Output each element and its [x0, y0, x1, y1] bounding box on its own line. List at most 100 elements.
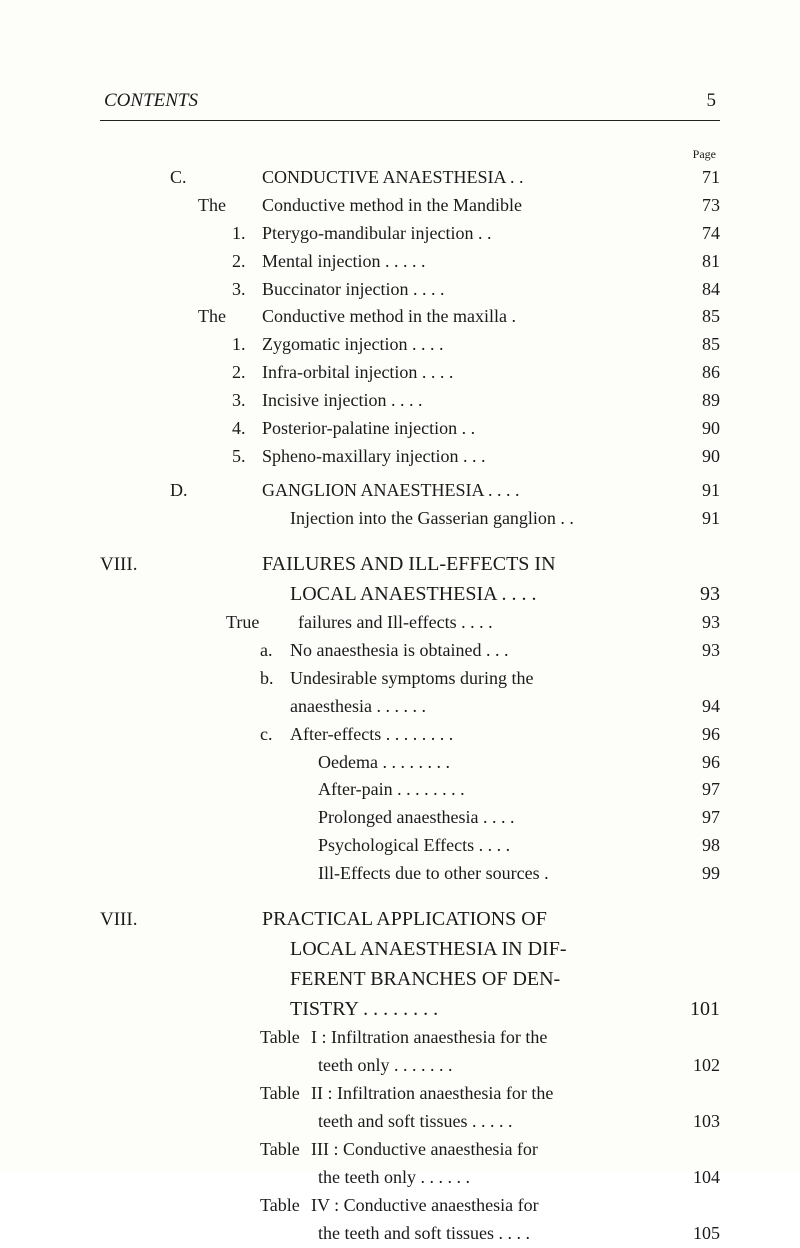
toc-entry: 3.Incisive injection . . . .89 [100, 387, 720, 415]
running-head-left: CONTENTS [104, 90, 198, 112]
spacer [100, 533, 720, 549]
entry-text: the teeth and soft tissues . . . . [318, 1220, 680, 1248]
toc-entry: LOCAL ANAESTHESIA . . . .93 [100, 579, 720, 609]
toc-entry: 1.Pterygo-mandibular injection . .74 [100, 220, 720, 248]
toc-entry: 2.Infra-orbital injection . . . .86 [100, 359, 720, 387]
toc-entry: Truefailures and Ill-effects . . . .93 [100, 609, 720, 637]
entry-text: Posterior-palatine injection . . [262, 415, 680, 443]
roman-numeral: VIII. [100, 906, 170, 935]
indent-label: 2. [232, 359, 262, 387]
page-number: 74 [680, 220, 720, 248]
page-number: 105 [680, 1220, 720, 1248]
toc-entry: the teeth and soft tissues . . . .105 [100, 1220, 720, 1248]
page-number: 90 [680, 415, 720, 443]
toc-entry: TheConductive method in the Mandible73 [100, 192, 720, 220]
page-number: 97 [680, 776, 720, 804]
toc-entry: 5.Spheno-maxillary injection . . .90 [100, 443, 720, 471]
toc-entry: After-pain . . . . . . . .97 [100, 776, 720, 804]
page-number: 98 [680, 832, 720, 860]
roman-numeral: VIII. [100, 551, 170, 580]
toc-entry: 4.Posterior-palatine injection . .90 [100, 415, 720, 443]
entry-text: teeth and soft tissues . . . . . [318, 1108, 680, 1136]
page-number: 104 [680, 1164, 720, 1192]
page-number: 96 [680, 749, 720, 777]
entry-text: Buccinator injection . . . . [262, 276, 680, 304]
entry-text: anaesthesia . . . . . . [290, 693, 680, 721]
entry-text: After-pain . . . . . . . . [318, 776, 680, 804]
toc-entry: VIII. PRACTICAL APPLICATIONS OF [100, 904, 720, 935]
toc-entry: C.CONDUCTIVE ANAESTHESIA . .71 [100, 164, 720, 192]
indent-label: Table [260, 1080, 311, 1108]
toc-entry: FERENT BRANCHES OF DEN- [100, 964, 720, 994]
toc-entry: TISTRY . . . . . . . .101 [100, 994, 720, 1024]
indent-label: Table [260, 1192, 311, 1220]
entry-text: Incisive injection . . . . [262, 387, 680, 415]
page-number: 93 [680, 637, 720, 665]
page-number: 73 [680, 192, 720, 220]
page-number: 91 [680, 505, 720, 533]
page-number: 96 [680, 721, 720, 749]
toc-entry: Psychological Effects . . . .98 [100, 832, 720, 860]
page-number: 89 [680, 387, 720, 415]
entry-text: Conductive method in the maxilla . [262, 303, 680, 331]
toc-entry: TableIII : Conductive anaesthesia for [100, 1136, 720, 1164]
toc-entry: anaesthesia . . . . . .94 [100, 693, 720, 721]
toc-entry: LOCAL ANAESTHESIA IN DIF- [100, 934, 720, 964]
toc-entry: 3.Buccinator injection . . . .84 [100, 276, 720, 304]
entry-text: failures and Ill-effects . . . . [298, 609, 680, 637]
header-rule [100, 120, 720, 121]
toc-entry: Oedema . . . . . . . .96 [100, 749, 720, 777]
entry-text: FAILURES AND ILL-EFFECTS IN [262, 549, 680, 579]
page-number: 85 [680, 303, 720, 331]
entry-text: FERENT BRANCHES OF DEN- [290, 964, 680, 994]
page-number: 81 [680, 248, 720, 276]
page-number: 97 [680, 804, 720, 832]
indent-label: Table [260, 1136, 311, 1164]
toc-entry: teeth only . . . . . . .102 [100, 1052, 720, 1080]
entry-text: the teeth only . . . . . . [318, 1164, 680, 1192]
toc-entry: a.No anaesthesia is obtained . . .93 [100, 637, 720, 665]
entry-text: I : Infiltration anaesthesia for the [311, 1024, 680, 1052]
indent-label: 1. [232, 220, 262, 248]
page-number: 101 [680, 994, 720, 1024]
indent-label: 3. [232, 387, 262, 415]
page-number: 85 [680, 331, 720, 359]
indent-label: The [198, 192, 232, 220]
toc-entry: Table II : Infiltration anaesthesia for … [100, 1080, 720, 1108]
page-number: 84 [680, 276, 720, 304]
page-number: 86 [680, 359, 720, 387]
page-number: 93 [680, 579, 720, 609]
entry-text: Oedema . . . . . . . . [318, 749, 680, 777]
indent-label: a. [260, 637, 290, 665]
page-number: 94 [680, 693, 720, 721]
toc-entry: Injection into the Gasserian ganglion . … [100, 505, 720, 533]
page: CONTENTS 5 Page C.CONDUCTIVE ANAESTHESIA… [0, 0, 800, 1173]
section-letter: D. [170, 477, 198, 505]
entry-text: TISTRY . . . . . . . . [290, 994, 680, 1024]
indent-label: 3. [232, 276, 262, 304]
entry-text: Spheno-maxillary injection . . . [262, 443, 680, 471]
entry-text: Ill-Effects due to other sources . [318, 860, 680, 888]
toc-entry: 2.Mental injection . . . . .81 [100, 248, 720, 276]
entry-text: Undesirable symptoms during the [290, 665, 680, 693]
entry-text: III : Conductive anaesthesia for [311, 1136, 680, 1164]
toc-entry: TableIV : Conductive anaesthesia for [100, 1192, 720, 1220]
entry-text: Zygomatic injection . . . . [262, 331, 680, 359]
indent-label: b. [260, 665, 290, 693]
toc-entry: b.Undesirable symptoms during the [100, 665, 720, 693]
running-head: CONTENTS 5 [100, 90, 720, 116]
entry-text: PRACTICAL APPLICATIONS OF [262, 904, 680, 934]
toc-entry: Table I : Infiltration anaesthesia for t… [100, 1024, 720, 1052]
toc-entry: TheConductive method in the maxilla .85 [100, 303, 720, 331]
page-number: 102 [680, 1052, 720, 1080]
indent-label: True [226, 609, 268, 637]
indent-label: 5. [232, 443, 262, 471]
toc-entry: c.After-effects . . . . . . . .96 [100, 721, 720, 749]
page-number: 91 [680, 477, 720, 505]
indent-label: c. [260, 721, 290, 749]
entry-text: IV : Conductive anaesthesia for [311, 1192, 680, 1220]
indent-label: 1. [232, 331, 262, 359]
entry-text: GANGLION ANAESTHESIA . . . . [262, 477, 680, 505]
toc-entry: D. GANGLION ANAESTHESIA . . . .91 [100, 477, 720, 505]
entry-text: CONDUCTIVE ANAESTHESIA . . [262, 164, 680, 192]
